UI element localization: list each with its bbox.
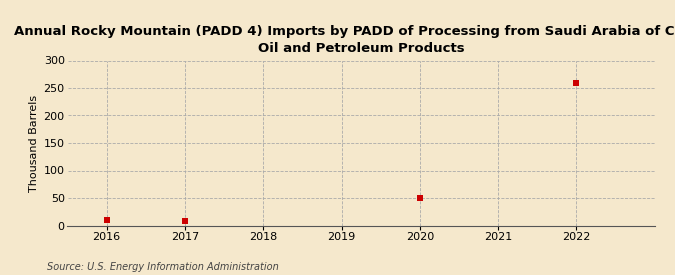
Y-axis label: Thousand Barrels: Thousand Barrels: [30, 94, 39, 192]
Text: Source: U.S. Energy Information Administration: Source: U.S. Energy Information Administ…: [47, 262, 279, 272]
Title: Annual Rocky Mountain (PADD 4) Imports by PADD of Processing from Saudi Arabia o: Annual Rocky Mountain (PADD 4) Imports b…: [14, 25, 675, 55]
